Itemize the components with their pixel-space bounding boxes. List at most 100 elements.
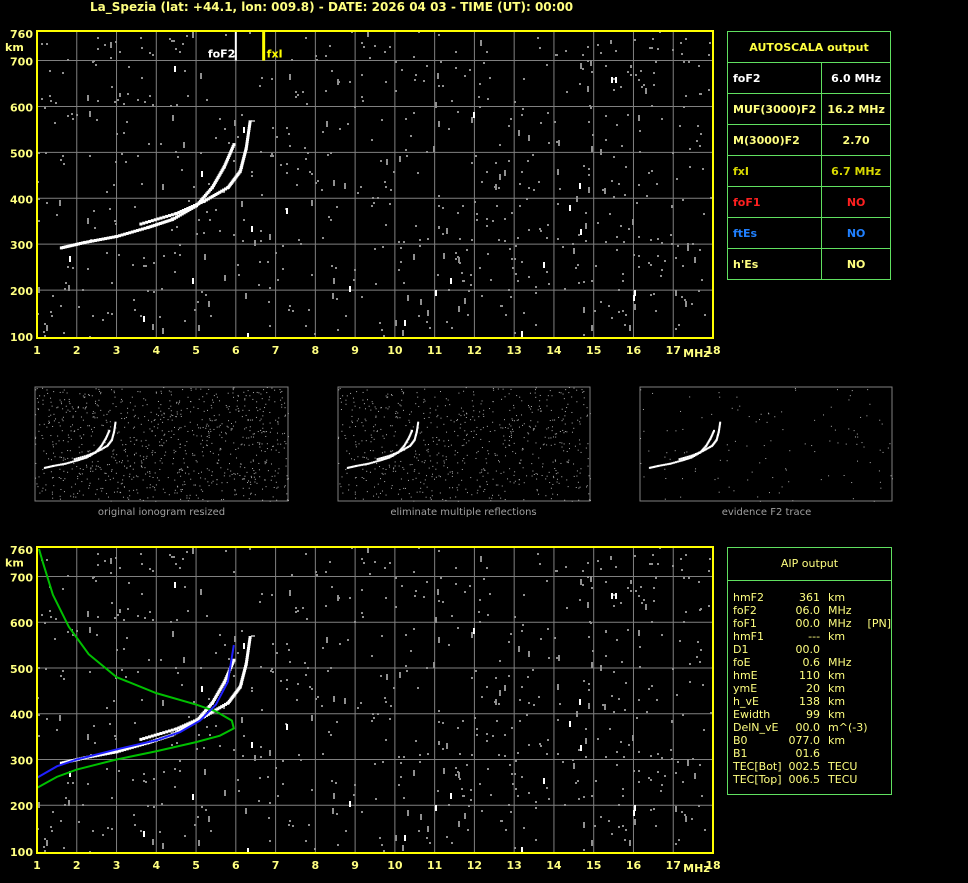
thumbnail-noise: [694, 470, 696, 472]
noise-dot: [269, 325, 271, 327]
x-trace-point: [199, 201, 203, 205]
aip-row: TEC[Top] 006.5 TECU: [733, 773, 891, 786]
noise-dot: [159, 316, 161, 318]
thumbnail-trace: [403, 443, 406, 446]
noise-dot: [495, 162, 497, 164]
thumbnail-noise: [277, 443, 279, 445]
thumbnail-noise: [448, 446, 450, 448]
aip-label: foE: [733, 656, 751, 669]
thumbnail-noise: [122, 496, 124, 498]
noise-dot: [162, 184, 164, 190]
noise-dot: [328, 216, 330, 218]
thumbnail-noise: [42, 399, 44, 401]
noise-dot: [602, 189, 604, 191]
thumbnail-noise: [231, 428, 233, 430]
thumbnail-noise: [221, 499, 223, 501]
thumbnail-noise: [135, 452, 137, 454]
o-trace-point: [96, 238, 100, 242]
thumbnail-noise: [537, 409, 539, 411]
x-tick-label: 9: [351, 859, 359, 872]
noise-dot: [556, 141, 558, 143]
noise-dot: [272, 643, 274, 645]
noise-dot: [347, 639, 349, 641]
thumbnail-noise: [120, 401, 122, 403]
thumbnail-noise: [718, 392, 720, 394]
noise-dot: [183, 142, 185, 148]
thumbnail-noise: [460, 423, 462, 425]
noise-dot: [169, 38, 171, 40]
aip-row: hmF1 --- km: [733, 630, 891, 643]
x-trace-point: [186, 722, 190, 726]
noise-dot: [393, 171, 395, 173]
thumbnail-noise: [265, 486, 267, 488]
thumbnail-noise: [180, 415, 182, 417]
thumbnail-noise: [275, 419, 277, 421]
noise-dot: [692, 758, 694, 760]
noise-dot: [238, 790, 240, 792]
thumbnail-noise: [210, 404, 212, 406]
noise-dot: [481, 181, 483, 183]
thumbnail-noise: [211, 442, 213, 444]
thumbnail-noise: [37, 401, 39, 403]
noise-dot: [354, 621, 356, 623]
noise-dot: [277, 795, 279, 797]
noise-dot: [703, 213, 705, 215]
noise-dot: [113, 700, 115, 702]
noise-dot: [591, 280, 593, 282]
x-tick-label: 9: [351, 344, 359, 357]
thumbnail-noise: [397, 493, 399, 495]
thumbnail-noise: [266, 387, 268, 389]
aip-unit: [828, 747, 868, 760]
thumbnail-noise: [225, 433, 227, 435]
noise-dot: [645, 604, 647, 610]
noise-dot: [605, 115, 607, 117]
thumbnail-noise: [384, 481, 386, 483]
aip-label: D1: [733, 643, 749, 656]
thumbnail-noise: [407, 479, 409, 481]
noise-dot: [519, 205, 521, 207]
thumbnail-noise: [176, 413, 178, 415]
thumbnail-noise: [67, 457, 69, 459]
noise-dot: [298, 239, 300, 241]
noise-dot: [682, 714, 684, 716]
o-trace-point: [130, 230, 134, 234]
thumbnail-noise: [399, 404, 401, 406]
noise-dot: [111, 602, 113, 604]
thumbnail-noise: [511, 428, 513, 430]
x-tick-label: 13: [507, 344, 522, 357]
thumbnail-noise: [142, 479, 144, 481]
noise-dot: [517, 795, 519, 797]
noise-dot: [587, 86, 589, 92]
thumbnail-noise: [250, 492, 252, 494]
noise-dot: [622, 280, 624, 282]
thumbnail-noise: [128, 476, 130, 478]
noise-dot: [620, 225, 622, 227]
x-trace-point: [142, 221, 146, 225]
thumbnail-noise: [739, 405, 741, 407]
thumbnail-trace: [713, 429, 716, 432]
o-trace-point: [171, 217, 175, 221]
aip-extra: [868, 604, 891, 617]
noise-dot: [426, 837, 428, 839]
autoscala-row: h'Es NO: [726, 248, 891, 280]
noise-dot: [385, 81, 387, 83]
noise-dot: [269, 802, 271, 804]
noise-dot: [67, 266, 69, 268]
thumbnail-noise: [147, 471, 149, 473]
thumbnail-noise: [757, 496, 759, 498]
thumbnail-noise: [548, 437, 550, 439]
noise-dot: [609, 213, 611, 215]
thumbnail-noise: [403, 391, 405, 393]
thumbnail-noise: [198, 398, 200, 400]
thumbnail-trace: [112, 434, 115, 436]
noise-dot: [208, 816, 210, 822]
thumbnail-noise: [117, 481, 119, 483]
thumbnail-noise: [161, 430, 163, 432]
thumbnail-noise: [127, 412, 129, 414]
thumbnail-noise: [494, 454, 496, 456]
noise-dot: [495, 677, 497, 679]
thumbnail-noise: [579, 421, 581, 423]
thumbnail-noise: [425, 496, 427, 498]
thumbnail-noise: [227, 426, 229, 428]
thumbnail-noise: [487, 472, 489, 474]
